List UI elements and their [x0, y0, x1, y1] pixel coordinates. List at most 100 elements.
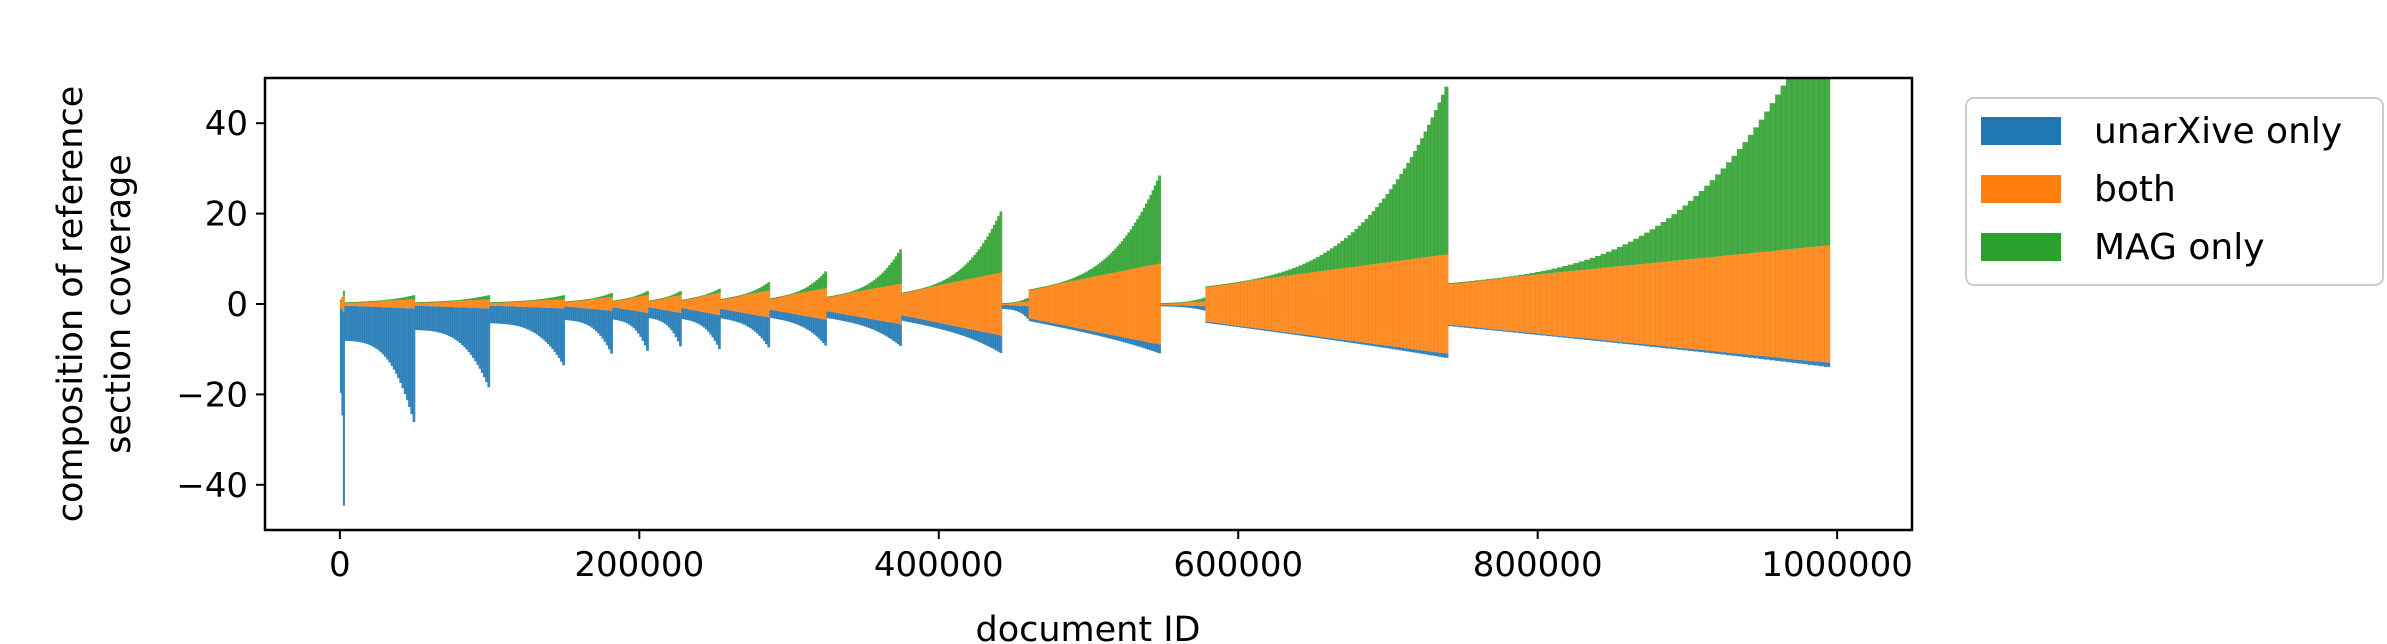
bar-segment-both — [1145, 266, 1148, 342]
bar-segment-mag-only — [1037, 287, 1041, 289]
bar-segment-both — [1715, 256, 1722, 352]
bar-segment-unarxive-only — [931, 321, 935, 328]
bar-segment-both — [670, 296, 674, 312]
bar-segment-both — [1191, 302, 1195, 306]
x-axis-label: document ID — [976, 610, 1201, 644]
bar-segment-mag-only — [588, 298, 592, 300]
bar-segment-mag-only — [793, 292, 797, 294]
bar-segment-mag-only — [1008, 302, 1012, 304]
bar-segment-both — [1502, 277, 1509, 331]
bar-segment-both — [392, 300, 396, 308]
bar-segment-mag-only — [469, 298, 473, 301]
bar-segment-unarxive-only — [590, 308, 594, 328]
bar-segment-unarxive-only — [1281, 331, 1286, 334]
bar-segment-unarxive-only — [1388, 346, 1394, 349]
bar-segment-both — [366, 301, 370, 307]
bar-segment-mag-only — [612, 300, 616, 302]
bar-segment-mag-only — [1164, 303, 1168, 304]
bar-segment-both — [599, 298, 603, 310]
bar-segment-both — [1267, 278, 1272, 330]
bar-segment-unarxive-only — [1037, 320, 1041, 323]
bar-segment-both — [771, 297, 775, 311]
bar-segment-unarxive-only — [449, 307, 453, 338]
bar-segment-both — [833, 295, 836, 313]
bar-segment-mag-only — [1149, 194, 1153, 266]
bar-segment-both — [1008, 302, 1012, 306]
bar-segment-mag-only — [1076, 275, 1080, 280]
bar-segment-both — [1496, 278, 1503, 330]
bar-segment-unarxive-only — [709, 313, 713, 335]
bar-segment-both — [949, 282, 953, 326]
bar-segment-mag-only — [751, 291, 755, 294]
bar-segment-both — [1464, 281, 1471, 327]
bar-segment-unarxive-only — [540, 307, 544, 338]
bar-segment-both — [594, 298, 598, 310]
bar-segment-mag-only — [1302, 263, 1307, 274]
bar-segment-mag-only — [372, 300, 376, 302]
bar-segment-unarxive-only — [1392, 346, 1397, 350]
bar-segment-both — [1105, 274, 1109, 334]
bar-segment-both — [1222, 284, 1227, 324]
bar-segment-mag-only — [1464, 281, 1471, 283]
bar-segment-both — [1567, 271, 1574, 337]
bar-segment-mag-only — [927, 286, 931, 288]
bar-segment-unarxive-only — [1378, 344, 1383, 348]
bar-segment-mag-only — [546, 298, 550, 301]
bar-segment-mag-only — [992, 224, 996, 274]
bar-segment-mag-only — [419, 302, 422, 303]
bar-segment-both — [912, 290, 916, 318]
bar-segment-mag-only — [1061, 281, 1065, 283]
bar-segment-unarxive-only — [511, 306, 515, 326]
bar-segment-mag-only — [1638, 235, 1645, 265]
y-tick-label: 20 — [205, 195, 248, 235]
bar-segment-unarxive-only — [815, 318, 819, 337]
bar-segment-unarxive-only — [342, 312, 345, 506]
bar-segment-both — [1116, 271, 1120, 337]
bar-segment-unarxive-only — [500, 306, 504, 324]
bar-segment-both — [726, 297, 730, 311]
bar-segment-both — [835, 295, 839, 313]
bar-segment-mag-only — [1595, 255, 1602, 269]
bar-segment-both — [793, 293, 797, 315]
bar-segment-unarxive-only — [1354, 341, 1359, 344]
bar-segment-both — [427, 301, 431, 307]
bar-segment-unarxive-only — [1491, 329, 1498, 331]
bar-segment-mag-only — [553, 297, 557, 300]
bar-segment-unarxive-only — [687, 309, 691, 321]
bar-segment-both — [1003, 303, 1007, 305]
bar-segment-both — [1233, 282, 1238, 326]
bar-segment-unarxive-only — [1092, 331, 1096, 335]
bar-segment-mag-only — [1052, 284, 1056, 286]
bar-segment-both — [1704, 257, 1711, 351]
bar-segment-both — [1149, 265, 1153, 343]
bar-segment-both — [1319, 271, 1324, 337]
bar-segment-unarxive-only — [1030, 318, 1034, 322]
bar-segment-mag-only — [1140, 211, 1144, 268]
bar-segment-both — [502, 301, 506, 307]
bar-segment-mag-only — [990, 228, 994, 275]
bar-segment-unarxive-only — [883, 321, 887, 336]
bar-segment-both — [762, 291, 766, 317]
bar-segment-both — [1600, 267, 1607, 341]
bar-segment-mag-only — [630, 297, 634, 298]
bar-segment-unarxive-only — [742, 312, 746, 325]
bar-segment-both — [883, 286, 887, 322]
bar-segment-both — [573, 300, 576, 308]
bar-segment-mag-only — [1475, 280, 1482, 282]
bar-segment-both — [511, 301, 515, 307]
bar-segment-unarxive-only — [1001, 304, 1005, 309]
bar-segment-mag-only — [787, 294, 790, 296]
bar-segment-both — [1385, 262, 1390, 346]
bar-segment-mag-only — [1173, 302, 1177, 304]
bar-segment-unarxive-only — [1402, 347, 1407, 351]
bar-segment-mag-only — [1375, 207, 1380, 264]
bar-segment-unarxive-only — [892, 322, 896, 341]
bar-segment-mag-only — [555, 296, 559, 300]
bar-segment-unarxive-only — [502, 306, 506, 324]
bar-segment-both — [1129, 269, 1133, 339]
bar-segment-unarxive-only — [696, 311, 700, 324]
bar-segment-mag-only — [579, 299, 583, 301]
bar-segment-both — [896, 284, 900, 324]
bar-segment-both — [1444, 254, 1449, 354]
bar-segment-both — [1033, 288, 1036, 320]
